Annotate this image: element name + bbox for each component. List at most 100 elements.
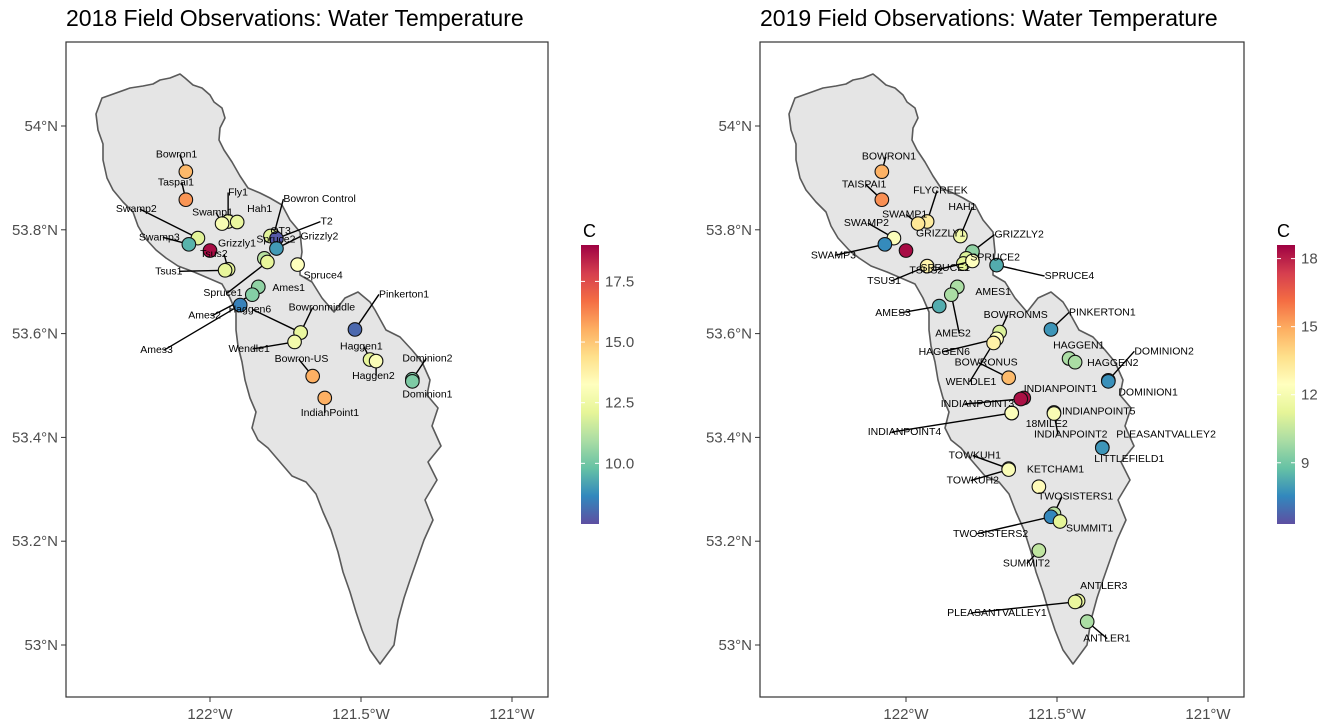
colorbar-legend-2019: C 9 12 15 18: [1277, 221, 1318, 524]
site-label-swamp1: Swamp1: [192, 207, 233, 219]
site-label-twosisters1: TWOSISTERS1: [1038, 491, 1113, 503]
site-point-ames3: [931, 298, 947, 314]
label-leader-line: [179, 269, 226, 272]
site-label-bowron1: Bowron1: [156, 149, 198, 161]
site-point-summit1: [1052, 514, 1068, 529]
site-label-bowronus: BOWRONUS: [955, 357, 1018, 369]
legend-tick-label: 10.0: [605, 455, 634, 472]
site-point-ames2: [943, 287, 959, 303]
panel-border-2018: [65, 41, 549, 698]
panel-border-2019: [759, 41, 1245, 698]
site-label-ames2: AMES2: [935, 328, 971, 340]
site-label-dominion1: Dominion1: [402, 388, 452, 400]
site-label-twosisters2: TWOSISTERS2: [953, 528, 1028, 540]
site-label-dominion2: Dominion2: [402, 352, 452, 364]
site-label-indianpoint5: INDIANPOINT5: [1062, 405, 1136, 417]
site-label-grizzly1: Grizzly1: [218, 238, 256, 250]
label-leader-line: [976, 516, 1052, 535]
site-label-taispai1: TAISPAI1: [842, 179, 887, 191]
site-label-grizzly2: GRIZZLY2: [994, 229, 1044, 241]
site-point-tsus1: [919, 258, 935, 274]
site-label-ames2: Ames2: [188, 310, 221, 322]
site-label-bowronms: BOWRONMS: [984, 309, 1048, 321]
site-point-indianpoint3: [1013, 391, 1029, 407]
site-label-swamp1: SWAMP1: [882, 209, 927, 221]
label-leader-line: [891, 412, 1012, 433]
label-leader-line: [252, 308, 301, 334]
site-point-hah1: [229, 214, 245, 230]
site-label-indianpoint1: INDIANPOINT1: [1024, 383, 1098, 395]
site-label-indianpoint3: INDIANPOINT3: [941, 398, 1015, 410]
site-label-ketcham1: KETCHAM1: [1027, 464, 1084, 476]
label-leader-line: [163, 304, 241, 351]
site-label-pleasantvalley2: PLEASANTVALLEY2: [1116, 428, 1216, 440]
site-label-spruce2: Spruce2: [256, 233, 295, 245]
site-point-pleasantvalley1: [1067, 594, 1083, 610]
site-point-grizzly1: [898, 243, 914, 258]
site-label-bowronmiddle: Bowronmiddle: [289, 302, 356, 314]
site-label-pinkerton1: PINKERTON1: [1069, 306, 1136, 318]
site-label-indianpoint2: INDIANPOINT2: [1034, 429, 1108, 441]
site-point-pinkerton1: [1043, 322, 1059, 337]
colorbar-2018: [581, 245, 599, 524]
site-point-antler1: [1079, 614, 1095, 629]
label-leader-line: [276, 220, 321, 240]
site-label-ames3: Ames3: [140, 344, 173, 356]
site-point-grizzly1: [202, 243, 218, 258]
site-point-taspai1: [178, 192, 194, 208]
site-point-bowron-us: [305, 368, 321, 384]
site-point-dominion1: [1100, 373, 1116, 389]
y-tick-label: 54°N: [24, 118, 58, 135]
label-leader-line: [211, 294, 253, 317]
y-tick-label: 53°N: [718, 637, 752, 654]
label-leader-line: [834, 243, 886, 257]
site-label-tsus2: Tsus2: [200, 248, 228, 260]
legend-tick-label: 12.5: [605, 395, 634, 412]
site-label-haggen1: HAGGEN1: [1053, 340, 1105, 352]
label-leader-line: [968, 342, 995, 383]
site-point-swamp3: [877, 236, 893, 252]
site-point-bowron1: [178, 164, 194, 180]
colorbar-2019: [1277, 245, 1295, 524]
site-label-swamp3: Swamp3: [139, 231, 180, 243]
label-leader-line: [996, 264, 1045, 277]
y-tick-label: 53.6°N: [12, 326, 58, 343]
site-label-t2: T2: [320, 216, 332, 228]
map-panel-2019: 2019 Field Observations: Water Temperatu…: [706, 5, 1245, 723]
label-leader-line: [226, 261, 268, 294]
site-label-ot3: OT3: [270, 225, 291, 237]
watershed-polygon-2019: [788, 73, 1135, 665]
site-label-spruce1: Spruce1: [203, 287, 242, 299]
site-label-tsus1: TSUS1: [867, 275, 901, 287]
chart-title-2018: 2018 Field Observations: Water Temperatu…: [66, 5, 524, 31]
site-label-wendle1: Wendle1: [229, 343, 270, 355]
site-label-towkuh1: TOWKUH1: [949, 450, 1001, 462]
y-tick-label: 53.4°N: [706, 429, 752, 446]
site-label-ames3: AMES3: [875, 307, 911, 319]
site-label-haggen2: Haggen2: [352, 370, 395, 382]
y-tick-label: 53.6°N: [706, 326, 752, 343]
site-label-pleasantvalley1: PLEASANTVALLEY1: [947, 607, 1047, 619]
legend-tick-label: 17.5: [605, 273, 634, 290]
site-point-ames3: [232, 297, 248, 313]
site-label-bowron-control: Bowron Control: [283, 193, 355, 205]
x-tick-label: 122°W: [883, 706, 929, 723]
site-label-dominion1: DOMINION1: [1118, 386, 1178, 398]
site-point-swamp1: [214, 216, 230, 231]
legend-tick-label: 18: [1301, 251, 1318, 268]
site-label-antler3: ANTLER3: [1080, 580, 1127, 592]
label-leader-line: [971, 601, 1076, 614]
legend-tick-label: 12: [1301, 387, 1318, 404]
site-point-haggen2: [1067, 354, 1083, 370]
x-tick-label: 121°W: [1185, 706, 1231, 723]
site-label-grizzly2: Grizzly2: [300, 230, 338, 242]
site-point-wendle1: [986, 335, 1001, 351]
site-point-ketcham1: [1031, 479, 1047, 495]
y-tick-label: 53°N: [24, 637, 58, 654]
legend-tick-label: 15.0: [605, 334, 634, 351]
site-point-swamp1: [910, 216, 926, 231]
site-point-spruce4: [989, 257, 1004, 273]
site-label-taspai1: Taspai1: [158, 177, 194, 189]
site-label-18mile2: 18MILE2: [1026, 418, 1068, 430]
site-label-ames1: AMES1: [975, 286, 1011, 298]
